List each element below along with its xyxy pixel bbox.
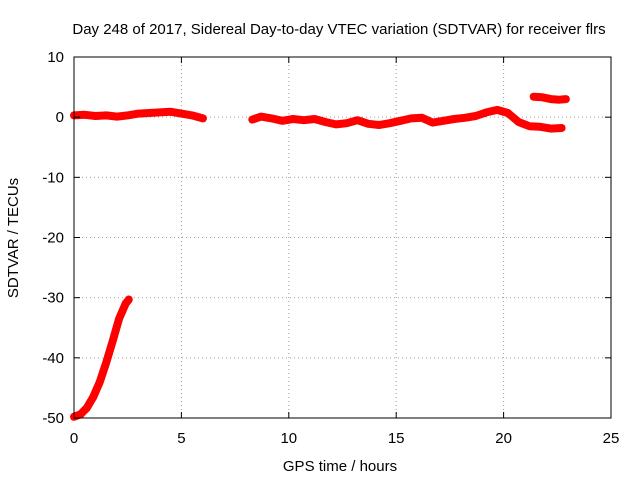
data-layer [70, 92, 570, 421]
data-point [539, 94, 546, 101]
data-point [311, 116, 318, 122]
data-point [504, 110, 511, 116]
data-point [83, 404, 90, 411]
data-point [279, 117, 286, 124]
data-point [92, 113, 99, 119]
data-point [333, 121, 340, 128]
x-axis-label: GPS time / hours [283, 458, 397, 475]
data-point [386, 120, 393, 127]
data-point [451, 116, 458, 122]
data-point [96, 378, 103, 385]
data-point [483, 109, 490, 116]
x-tick-label: 15 [388, 430, 405, 447]
data-point [109, 338, 116, 344]
data-point [515, 119, 522, 125]
data-point [167, 108, 174, 115]
data-point [103, 112, 110, 119]
data-point [354, 117, 361, 124]
data-point [116, 315, 123, 322]
y-tick-label: 0 [56, 109, 64, 126]
x-tick-label: 25 [603, 430, 620, 447]
data-point [77, 411, 84, 418]
data-point [90, 393, 97, 400]
data-point [547, 125, 554, 132]
y-tick-label: -30 [42, 290, 64, 307]
y-tick-label: -10 [42, 169, 64, 186]
y-tick-label: -50 [42, 410, 64, 427]
data-point [114, 113, 120, 120]
data-point [365, 120, 372, 127]
data-point [124, 112, 131, 119]
data-point [494, 106, 501, 113]
data-point [440, 117, 447, 124]
data-point [397, 117, 404, 124]
x-tick-label: 5 [177, 430, 185, 447]
x-tick-label: 20 [495, 430, 512, 447]
data-point [290, 116, 297, 122]
y-tick-label: 10 [47, 49, 64, 66]
data-point [135, 110, 142, 117]
y-tick-label: -20 [42, 230, 64, 247]
data-point [526, 123, 533, 130]
data-point [146, 110, 153, 116]
data-point [156, 109, 163, 116]
data-point [257, 113, 264, 120]
data-point [429, 119, 436, 126]
chart-title: Day 248 of 2017, Sidereal Day-to-day VTE… [72, 21, 605, 38]
data-point [249, 116, 256, 123]
data-point [178, 110, 185, 117]
data-point [461, 114, 468, 121]
data-point [472, 113, 479, 119]
data-point [547, 96, 554, 103]
data-point [343, 120, 350, 127]
data-point [81, 111, 88, 118]
data-point [199, 115, 206, 122]
data-point [562, 96, 569, 103]
data-point [530, 93, 537, 100]
data-point [268, 115, 275, 122]
data-point [300, 117, 307, 124]
data-point [103, 359, 110, 366]
axes: 0 5 10 15 20 25 -50 -40 -30 -20 -10 0 10 [42, 49, 619, 447]
data-point [125, 296, 132, 303]
data-point [322, 119, 329, 125]
data-point [408, 115, 415, 122]
data-point [376, 122, 382, 128]
data-point [537, 123, 544, 130]
series-steep-rise [70, 295, 133, 421]
y-tick-label: -40 [42, 350, 64, 367]
data-point [556, 96, 563, 103]
data-point [189, 112, 196, 119]
y-axis-label: SDTVAR / TECUs [5, 178, 22, 298]
x-tick-label: 0 [70, 430, 78, 447]
series-segment-2 [248, 105, 566, 133]
x-tick-label: 10 [280, 430, 297, 447]
data-point [122, 300, 129, 307]
data-point [558, 125, 565, 131]
data-point [419, 114, 425, 121]
